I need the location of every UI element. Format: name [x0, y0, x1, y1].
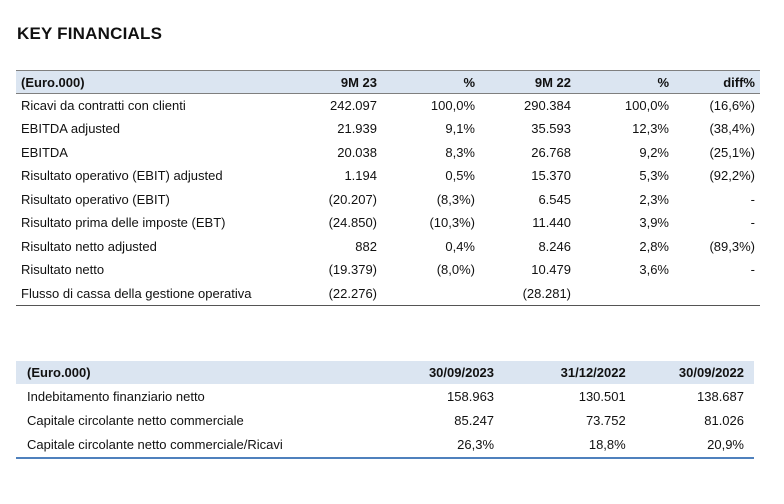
cell-pct-9m22: 100,0% — [624, 98, 669, 113]
cell-9m22: 8.246 — [538, 238, 571, 254]
cell-diff: - — [750, 215, 755, 231]
row-label: Risultato operativo (EBIT) adjusted — [21, 168, 223, 184]
row-label: Indebitamento finanziario netto — [27, 388, 205, 404]
cell-9m23: 882 — [355, 238, 377, 254]
table-row: EBITDA adjusted 21.939 9,1% 35.593 12,3%… — [16, 117, 760, 141]
cell-pct-9m23: (10,3%) — [429, 215, 475, 231]
cell-diff: (89,3%) — [709, 238, 755, 254]
cell-9m23: (19.379) — [328, 262, 377, 278]
cell-date-3: 138.687 — [697, 388, 744, 404]
cell-9m22: 11.440 — [532, 215, 571, 231]
cell-pct-9m23: 100,0% — [430, 98, 475, 113]
col-header-date-2: 31/12/2022 — [560, 365, 626, 380]
cell-9m22: 15.370 — [531, 168, 571, 184]
cell-pct-9m23: 0,4% — [445, 238, 475, 254]
table-row: Ricavi da contratti con clienti 242.097 … — [16, 94, 760, 118]
cell-date-1: 158.963 — [447, 388, 495, 404]
balance-sheet-table: (Euro.000) 30/09/2023 31/12/2022 30/09/2… — [16, 361, 754, 459]
table-row: Risultato operativo (EBIT) (20.207) (8,3… — [16, 188, 760, 212]
income-statement-table: (Euro.000) 9M 23 % 9M 22 % diff% Ricavi … — [16, 70, 760, 306]
cell-9m22: 10.479 — [531, 262, 571, 278]
cell-9m22: 35.593 — [531, 121, 571, 137]
cell-9m22: 26.768 — [531, 144, 571, 160]
cell-pct-9m22: 2,8% — [639, 238, 669, 254]
cell-pct-9m22 — [576, 281, 674, 306]
cell-diff: - — [750, 191, 755, 207]
row-label: Risultato netto adjusted — [21, 238, 157, 254]
cell-9m23: 20.038 — [337, 144, 377, 160]
col-header-pct-9m23: % — [382, 70, 480, 94]
col-header-9m22: 9M 22 — [480, 70, 576, 94]
cell-pct-9m22: 3,9% — [639, 215, 669, 231]
cell-pct-9m22: 3,6% — [639, 262, 669, 278]
col-header-9m23: 9M 23 — [284, 70, 382, 94]
col-header-diff: diff% — [674, 70, 760, 94]
cell-diff — [674, 281, 760, 306]
cell-pct-9m22: 9,2% — [639, 144, 669, 160]
cell-date-1: 26,3% — [374, 433, 505, 459]
cell-pct-9m23: 8,3% — [445, 144, 475, 160]
table-row: EBITDA 20.038 8,3% 26.768 9,2% (25,1%) — [16, 141, 760, 165]
cell-9m23: 21.939 — [337, 121, 377, 137]
cell-date-2: 18,8% — [504, 433, 636, 459]
row-label: EBITDA — [21, 144, 68, 160]
col-header-unit: (Euro.000) — [16, 70, 284, 94]
table-row: Flusso di cassa della gestione operativa… — [16, 281, 760, 306]
cell-9m23: 1.194 — [344, 168, 377, 184]
page-title: KEY FINANCIALS — [17, 24, 163, 43]
row-label: Capitale circolante netto commerciale — [27, 413, 244, 429]
cell-date-3: 20,9% — [635, 433, 754, 459]
col-header-pct-9m22: % — [576, 70, 674, 94]
cell-9m23: (24.850) — [328, 215, 377, 231]
cell-pct-9m22: 5,3% — [639, 168, 669, 184]
col-header-date-3: 30/09/2022 — [678, 365, 744, 380]
table-row: Risultato operativo (EBIT) adjusted 1.19… — [16, 164, 760, 188]
cell-diff: (92,2%) — [709, 168, 755, 184]
cell-date-3: 81.026 — [704, 413, 744, 429]
cell-9m22: (28.281) — [480, 281, 576, 306]
table-row: Risultato netto adjusted 882 0,4% 8.246 … — [16, 235, 760, 259]
row-label: Risultato operativo (EBIT) — [21, 191, 170, 207]
cell-pct-9m22: 2,3% — [639, 191, 669, 207]
table-row: Capitale circolante netto commerciale/Ri… — [16, 433, 754, 459]
cell-diff: (25,1%) — [709, 144, 755, 160]
row-label: EBITDA adjusted — [21, 121, 120, 137]
cell-9m22: 290.384 — [524, 98, 571, 113]
cell-9m22: 6.545 — [538, 191, 571, 207]
cell-diff: - — [750, 262, 755, 278]
cell-pct-9m23: (8,0%) — [436, 262, 475, 278]
col-header-unit: (Euro.000) — [27, 365, 91, 380]
row-label: Risultato prima delle imposte (EBT) — [21, 215, 226, 231]
cell-diff: (38,4%) — [709, 121, 755, 137]
table-row: Indebitamento finanziario netto 158.963 … — [16, 384, 754, 409]
cell-date-2: 130.501 — [578, 388, 626, 404]
row-label: Flusso di cassa della gestione operativa — [16, 281, 284, 306]
cell-date-2: 73.752 — [585, 413, 626, 429]
cell-9m23: (22.276) — [284, 281, 382, 306]
row-label: Ricavi da contratti con clienti — [21, 98, 186, 113]
table-row: Risultato prima delle imposte (EBT) (24.… — [16, 211, 760, 235]
cell-pct-9m23: (8,3%) — [436, 191, 475, 207]
row-label: Risultato netto — [21, 262, 105, 278]
cell-pct-9m23: 0,5% — [445, 168, 475, 184]
cell-pct-9m23 — [382, 281, 480, 306]
table-header-row: (Euro.000) 30/09/2023 31/12/2022 30/09/2… — [16, 361, 754, 384]
cell-9m23: (20.207) — [328, 191, 377, 207]
cell-pct-9m23: 9,1% — [445, 121, 475, 137]
table-row: Risultato netto (19.379) (8,0%) 10.479 3… — [16, 258, 760, 282]
col-header-date-1: 30/09/2023 — [428, 365, 495, 380]
cell-diff: (16,6%) — [709, 98, 755, 113]
table-row: Capitale circolante netto commerciale 85… — [16, 409, 754, 434]
cell-pct-9m22: 12,3% — [632, 121, 669, 137]
row-label: Capitale circolante netto commerciale/Ri… — [16, 433, 375, 459]
cell-9m23: 242.097 — [330, 98, 377, 113]
cell-date-1: 85.247 — [454, 413, 495, 429]
table-header-row: (Euro.000) 9M 23 % 9M 22 % diff% — [16, 70, 760, 94]
